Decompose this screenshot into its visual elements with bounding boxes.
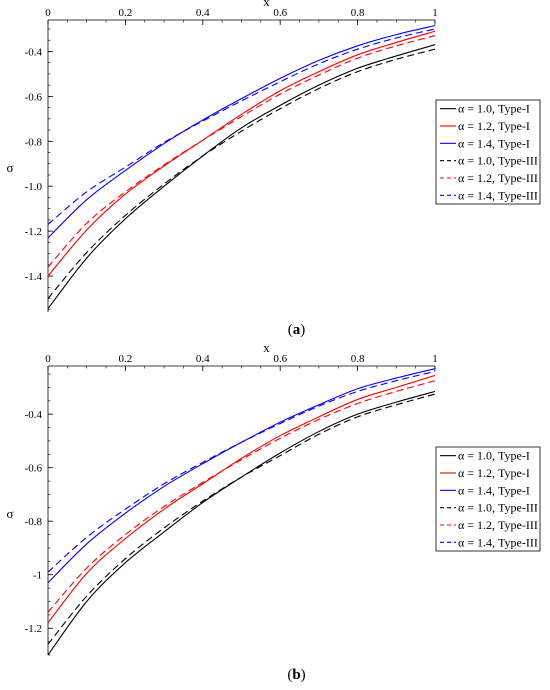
caption-open-paren: ( (288, 322, 293, 338)
caption-close-paren: ) (301, 667, 306, 683)
series-line-4 (48, 393, 435, 645)
x-tick-label: 0 (45, 7, 51, 19)
legend-box (435, 99, 541, 205)
legend-label: α = 1.0, Type-I (458, 449, 530, 463)
series-line-2 (48, 374, 435, 624)
series-line-1 (48, 390, 435, 655)
y-tick-label: -1 (33, 570, 42, 582)
chart-panel-b: 0 0.2 0.4 0.6 0.8 1 -1.2 -1 -0.8 -0.6 -0.4 x σ α = 1.… (6, 340, 541, 683)
legend-label: α = 1.4, Type-I (458, 483, 530, 497)
legend: α = 1.0, Type-I α = 1.2, Type-I α = 1.4, T… (435, 99, 541, 205)
series-line-6 (48, 28, 435, 225)
legend-box (435, 446, 541, 552)
x-tick-label: 0.4 (196, 353, 210, 365)
x-tick-label: 0.2 (119, 353, 133, 365)
x-tick-label: 0.4 (196, 7, 210, 19)
y-tick-label: -0.6 (25, 463, 43, 475)
series-line-5 (48, 380, 435, 613)
series-line-3 (48, 368, 435, 584)
series-line-4 (48, 48, 435, 299)
y-tick-label: -0.6 (25, 91, 43, 103)
series-line-5 (48, 35, 435, 268)
legend-label: α = 1.2, Type-I (458, 119, 530, 133)
legend: α = 1.0, Type-I α = 1.2, Type-I α = 1.4, T… (435, 446, 541, 552)
y-tick-label: -1.4 (25, 271, 43, 283)
y-axis-label: σ (6, 506, 13, 521)
legend-label: α = 1.2, Type-I (458, 466, 530, 480)
series-line-6 (48, 370, 435, 573)
series-line-1 (48, 44, 435, 309)
chart-panel-a: 0 0.2 0.4 0.6 0.8 1 -1.4 -1.2 -1.0 -0.8 -0.6 -0.4 x σ… (6, 0, 541, 338)
x-tick-label: 0.6 (273, 353, 287, 365)
legend-label: α = 1.0, Type-I (458, 102, 530, 116)
legend-label: α = 1.4, Type-III (458, 188, 538, 202)
caption-open-paren: ( (287, 667, 292, 683)
y-tick-label: -0.8 (25, 516, 43, 528)
x-tick-label: 1 (432, 7, 438, 19)
caption-close-paren: ) (300, 322, 305, 338)
legend-label: α = 1.2, Type-III (458, 518, 538, 532)
legend-label: α = 1.4, Type-III (458, 535, 538, 549)
y-tick-label: -0.4 (25, 46, 43, 58)
x-tick-label: 0.2 (119, 7, 133, 19)
y-tick-label: -1.2 (25, 226, 42, 238)
y-tick-label: -1.0 (25, 181, 43, 193)
x-axis-label: x (263, 0, 270, 9)
panel-caption: (a) (288, 322, 306, 338)
y-axis-label: σ (6, 160, 13, 175)
x-tick-label: 0.6 (273, 7, 287, 19)
x-tick-label: 0 (45, 353, 51, 365)
series-line-2 (48, 30, 435, 277)
legend-label: α = 1.4, Type-I (458, 136, 530, 150)
y-tick-label: -0.8 (25, 136, 43, 148)
panel-caption: (b) (287, 667, 305, 683)
legend-label: α = 1.2, Type-III (458, 171, 538, 185)
x-tick-label: 1 (432, 353, 438, 365)
x-axis-label: x (263, 340, 270, 355)
caption-letter: a (293, 322, 301, 338)
caption-letter: b (292, 667, 300, 683)
series-line-3 (48, 25, 435, 239)
legend-label: α = 1.0, Type-III (458, 501, 538, 515)
y-tick-label: -1.2 (25, 623, 42, 635)
x-tick-label: 0.8 (351, 353, 365, 365)
legend-label: α = 1.0, Type-III (458, 154, 538, 168)
y-tick-label: -0.4 (25, 409, 43, 421)
x-tick-label: 0.8 (351, 7, 365, 19)
